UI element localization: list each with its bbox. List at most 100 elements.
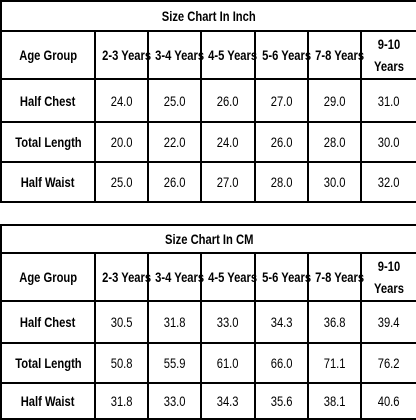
header-cell: 5-6 Years	[254, 30, 311, 80]
value-cell: 66.0	[254, 342, 309, 384]
value-cell: 27.0	[254, 78, 309, 123]
value: 24.0	[110, 92, 133, 109]
value-cell: 25.0	[147, 78, 202, 123]
value: 27.0	[270, 92, 293, 109]
header-cell: 9-10 Years	[359, 30, 416, 80]
value: 40.6	[378, 393, 400, 409]
header-row: Age Group 2-3 Years 3-4 Years 4-5 Years 5-6 …	[0, 252, 416, 302]
value-cell: 31.8	[147, 300, 202, 344]
gap	[0, 203, 416, 224]
value-cell: 30.0	[359, 121, 416, 163]
value: 39.4	[378, 314, 400, 330]
row-label: Half Chest	[20, 314, 76, 330]
value-cell: 20.0	[94, 121, 149, 163]
header-cell: Age Group	[0, 30, 96, 80]
value-cell: 28.0	[254, 161, 309, 203]
header: 9-10 Years	[374, 36, 404, 74]
value-cell: 55.9	[147, 342, 202, 384]
header: Age Group	[19, 269, 77, 285]
table-title: Size Chart In Inch	[162, 8, 257, 24]
value: 25.0	[110, 174, 133, 190]
header: 2-3 Years	[102, 269, 152, 285]
value: 31.8	[110, 393, 133, 409]
value-cell: 33.0	[147, 382, 202, 420]
value-cell: 27.0	[200, 161, 256, 203]
value-cell: 26.0	[147, 161, 202, 203]
value: 31.0	[378, 92, 400, 109]
header-cell: 7-8 Years	[307, 30, 365, 80]
value-cell: 34.3	[200, 382, 256, 420]
value-cell: 30.5	[94, 300, 149, 344]
header-cell: 3-4 Years	[147, 30, 204, 80]
header-cell: 2-3 Years	[94, 30, 152, 80]
value-cell: 71.1	[307, 342, 362, 384]
header-cell: Age Group	[0, 252, 96, 302]
row-label-cell: Half Chest	[0, 78, 96, 123]
header-cell: 4-5 Years	[200, 30, 258, 80]
data-row: Half Chest 24.0 25.0 26.0 27.0 29.0 31.0	[0, 78, 416, 123]
table-title-cell: Size Chart In CM	[0, 224, 416, 254]
row-label-cell: Total Length	[0, 121, 96, 163]
title-row: Size Chart In CM	[0, 224, 416, 254]
row-label: Half Waist	[21, 393, 75, 409]
header-cell: 9-10 Years	[359, 252, 416, 302]
value-cell: 40.6	[359, 382, 416, 420]
value-cell: 22.0	[147, 121, 202, 163]
value: 33.0	[217, 314, 239, 330]
value-cell: 76.2	[359, 342, 416, 384]
header: 4-5 Years	[208, 47, 258, 63]
value: 34.3	[270, 314, 293, 330]
data-row: Total Length 20.0 22.0 24.0 26.0 28.0 30.0	[0, 121, 416, 163]
value-cell: 38.1	[307, 382, 362, 420]
value-cell: 33.0	[200, 300, 256, 344]
value: 50.8	[110, 355, 133, 371]
header: 4-5 Years	[208, 269, 258, 285]
value: 26.0	[163, 174, 186, 190]
value: 55.9	[163, 355, 186, 371]
header-cell: 7-8 Years	[307, 252, 365, 302]
row-label-cell: Half Chest	[0, 300, 96, 344]
header: 7-8 Years	[315, 47, 365, 63]
value-cell: 35.6	[254, 382, 309, 420]
header: 7-8 Years	[315, 269, 365, 285]
value-cell: 24.0	[94, 78, 149, 123]
value-cell: 25.0	[94, 161, 149, 203]
header: 9-10 Years	[374, 258, 404, 296]
header: 2-3 Years	[102, 47, 152, 63]
header-cell: 2-3 Years	[94, 252, 152, 302]
data-row: Total Length 50.8 55.9 61.0 66.0 71.1 76.2	[0, 342, 416, 384]
data-row: Half Waist 25.0 26.0 27.0 28.0 30.0 32.0	[0, 161, 416, 203]
value-cell: 31.0	[359, 78, 416, 123]
value: 38.1	[323, 393, 346, 409]
value-cell: 61.0	[200, 342, 256, 384]
header-cell: 5-6 Years	[254, 252, 312, 302]
value: 30.0	[323, 174, 346, 190]
header: 5-6 Years	[262, 269, 312, 285]
value: 36.8	[323, 314, 346, 330]
row-label: Half Waist	[21, 174, 75, 190]
value: 32.0	[378, 174, 400, 190]
value: 34.3	[217, 393, 239, 409]
value: 22.0	[163, 134, 186, 150]
value-cell: 32.0	[359, 161, 416, 203]
value-cell: 30.0	[307, 161, 362, 203]
size-table: Size Chart In CM Age Group 2-3 Years 3-4 Ye…	[0, 224, 416, 420]
value: 27.0	[217, 174, 239, 190]
value-cell: 36.8	[307, 300, 362, 344]
row-label: Total Length	[14, 355, 82, 371]
table-title-cell: Size Chart In Inch	[0, 0, 416, 32]
value-cell: 24.0	[200, 121, 256, 163]
value: 30.0	[378, 134, 400, 150]
value: 25.0	[163, 92, 186, 109]
data-row: Half Chest 30.5 31.8 33.0 34.3 36.8 39.4	[0, 300, 416, 344]
value-cell: 50.8	[94, 342, 149, 384]
value-cell: 26.0	[254, 121, 309, 163]
header-row: Age Group 2-3 Years 3-4 Years 4-5 Years 5-6 …	[0, 30, 416, 80]
title-row: Size Chart In Inch	[0, 0, 416, 32]
value-cell: 31.8	[94, 382, 149, 420]
value: 29.0	[323, 92, 346, 109]
value: 26.0	[217, 92, 239, 109]
header: 3-4 Years	[155, 269, 205, 285]
